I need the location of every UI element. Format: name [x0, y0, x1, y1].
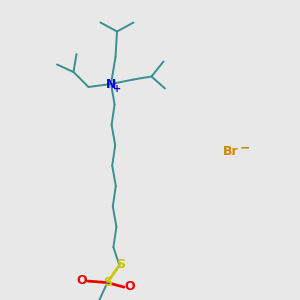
Text: O: O: [124, 280, 135, 293]
Text: S: S: [116, 257, 125, 271]
Text: O: O: [76, 274, 87, 287]
Text: +: +: [113, 84, 121, 94]
Text: N: N: [106, 77, 116, 91]
Text: S: S: [103, 275, 112, 289]
Text: Br: Br: [223, 145, 239, 158]
Text: −: −: [240, 142, 251, 155]
